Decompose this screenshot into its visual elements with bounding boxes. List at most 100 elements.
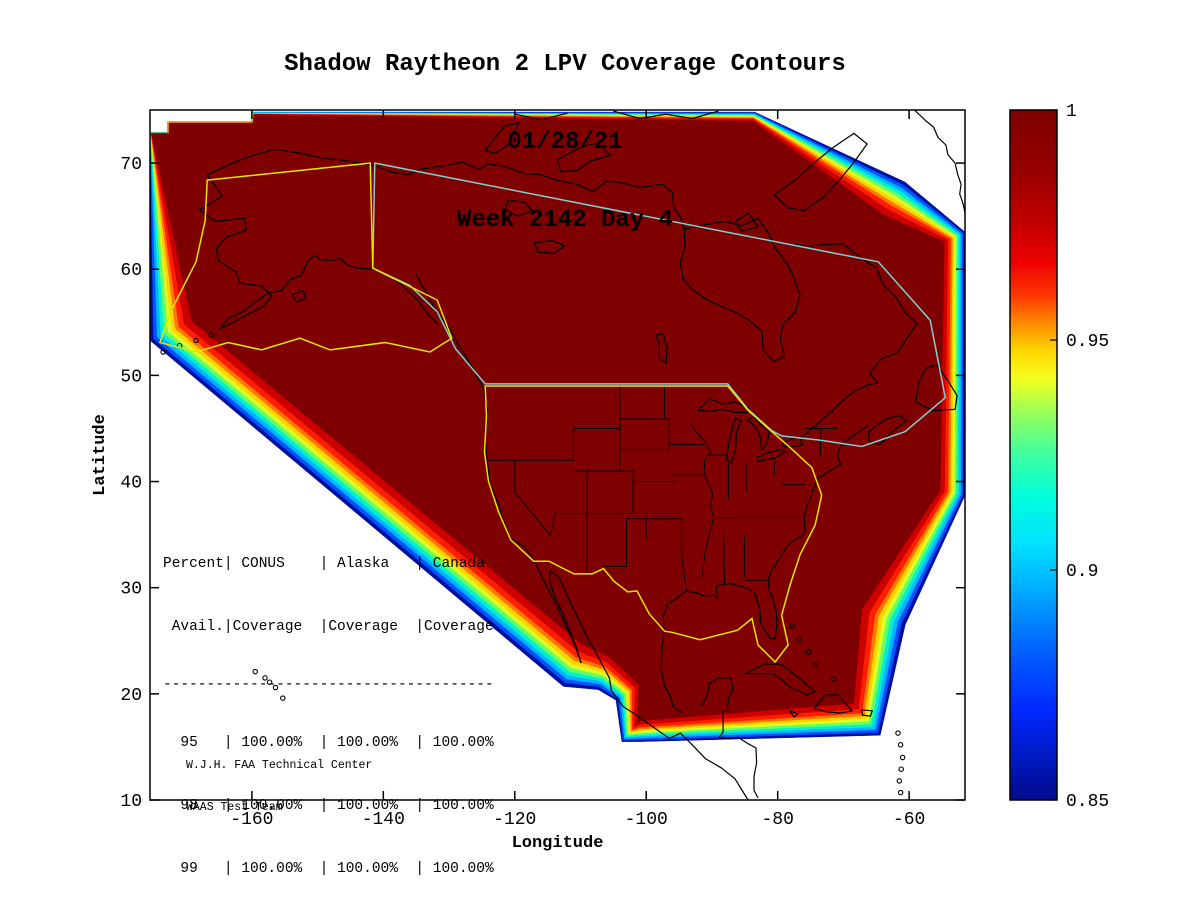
state-border: [681, 555, 687, 591]
island-or-lake-outline: [725, 418, 742, 465]
table-header-row-1: Percent| CONUS | Alaska | Canada: [163, 556, 485, 572]
small-island: [252, 668, 258, 675]
small-island: [805, 649, 812, 656]
coastline: [913, 110, 965, 214]
map-area: [150, 110, 965, 800]
state-border: [743, 535, 746, 578]
small-island: [795, 636, 802, 643]
state-border: [549, 513, 555, 536]
colorbar-tick-label: 0.95: [1066, 332, 1109, 352]
island-or-lake-outline: [655, 333, 668, 365]
x-tick-label: -80: [761, 810, 793, 830]
small-island: [897, 742, 904, 748]
island-or-lake-outline: [868, 415, 908, 445]
chart-title-line-1: Shadow Raytheon 2 LPV Coverage Contours: [284, 51, 846, 78]
coastline: [198, 148, 438, 330]
small-island: [789, 623, 795, 629]
small-island: [896, 778, 903, 784]
small-island: [830, 676, 837, 682]
footer-team: WAAS Test Team: [186, 801, 283, 814]
table-header-row-2: Avail.|Coverage |Coverage |Coverage: [163, 619, 494, 635]
coastline: [415, 274, 582, 664]
y-tick-label: 10: [120, 792, 142, 812]
island-or-lake-outline: [679, 217, 801, 363]
small-islands: [160, 332, 906, 796]
x-tick-label: -120: [493, 810, 536, 830]
chart-title-line-2: 01/28/21: [507, 129, 623, 156]
small-island: [897, 789, 904, 796]
small-island: [266, 679, 273, 685]
island-or-lake-outline: [556, 142, 612, 173]
y-tick-label: 20: [120, 686, 142, 706]
small-island: [272, 684, 279, 691]
colorbar-gradient: [1009, 109, 1058, 801]
x-tick-label: -160: [230, 810, 273, 830]
coastline: [376, 161, 685, 230]
island-or-lake-outline: [915, 364, 958, 411]
state-border: [602, 518, 627, 567]
colorbar-tick-label: 1: [1066, 102, 1077, 122]
coastlines: [198, 110, 965, 800]
small-island: [208, 332, 214, 338]
colorbar: 1 0.95 0.9 0.85: [1009, 102, 1109, 812]
coastline: [514, 112, 568, 121]
axes: -160 -140 -120 -100 -80 -60 10 20 30 40 50 60 70 Long…: [91, 109, 966, 853]
island-or-lake-outline: [484, 122, 520, 155]
small-island: [898, 766, 904, 772]
x-tick-label: -140: [362, 810, 405, 830]
coastline: [701, 677, 759, 799]
island-or-lake-outline: [734, 212, 759, 232]
island-or-lake-outline: [788, 710, 799, 718]
x-tick-label: -100: [625, 810, 668, 830]
y-tick-label: 30: [120, 580, 142, 600]
island-or-lake-outline: [861, 709, 873, 717]
y-tick-label: 60: [120, 261, 142, 281]
x-axis-label: Longitude: [512, 834, 604, 853]
state-border: [690, 423, 715, 578]
chart-title-line-3: Week 2142 Day 4: [456, 207, 674, 234]
coastline: [549, 570, 749, 800]
island-or-lake-outline: [744, 663, 816, 696]
island-or-lake-outline: [756, 449, 786, 462]
coverage-band: [151, 114, 945, 725]
footer-org: W.J.H. FAA Technical Center: [186, 759, 373, 772]
y-tick-label: 40: [120, 474, 142, 494]
y-tick-label: 50: [120, 367, 142, 387]
island-or-lake-outline: [813, 694, 853, 714]
coastline: [793, 243, 918, 438]
table-separator: --------------------------------------: [163, 677, 494, 693]
chart-title: Shadow Raytheon 2 LPV Coverage Contours …: [150, 0, 980, 286]
y-tick-label: 70: [120, 155, 142, 175]
state-border: [819, 428, 822, 456]
small-island: [262, 675, 268, 681]
table-row: 98 | 100.00% | 100.00% | 100.00%: [163, 798, 494, 814]
island-or-lake-outline: [746, 416, 770, 451]
coastline: [613, 110, 719, 120]
conus-service-boundary: [483, 385, 823, 664]
small-island: [160, 349, 166, 355]
table-row: 99 | 100.00% | 100.00% | 100.00%: [163, 861, 494, 877]
island-or-lake-outline: [504, 199, 533, 217]
footer-credit: W.J.H. FAA Technical Center WAAS Test Te…: [186, 731, 372, 843]
availability-table: Percent| CONUS | Alaska | Canada Avail.|…: [163, 512, 494, 900]
island-or-lake-outline: [292, 289, 307, 303]
small-island: [899, 754, 906, 761]
small-island: [193, 337, 199, 344]
table-row: 95 | 100.00% | 100.00% | 100.00%: [163, 735, 494, 751]
state-border: [723, 534, 725, 585]
state-borders: [487, 386, 837, 591]
island-or-lake-outline: [533, 240, 566, 254]
alaska-service-boundary: [158, 162, 453, 353]
small-island: [812, 662, 818, 668]
colorbar-tick-label: 0.85: [1066, 792, 1109, 812]
small-island: [280, 695, 286, 701]
coverage-bands: [150, 111, 965, 742]
island-or-lake-outline: [773, 132, 868, 212]
state-border: [514, 491, 551, 536]
plot-border: [149, 109, 966, 801]
small-island: [895, 730, 901, 736]
colorbar-tick-label: 0.9: [1066, 562, 1098, 582]
state-border: [572, 386, 621, 461]
